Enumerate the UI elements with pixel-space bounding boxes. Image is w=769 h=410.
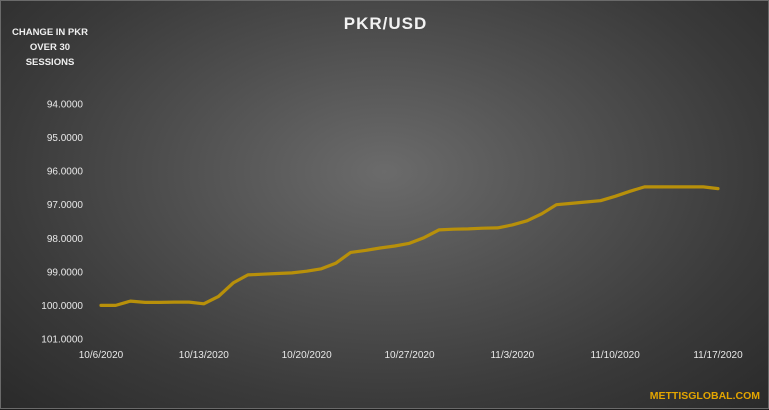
x-tick-label: 11/3/2020 [490,350,534,361]
data-point [599,199,602,202]
data-point [247,274,249,276]
data-point [643,186,646,188]
y-tick-label: 96.0000 [47,167,84,178]
data-point [364,249,367,252]
data-point [673,186,675,188]
data-point [658,186,661,188]
data-point [379,247,381,249]
data-point [335,262,337,264]
data-point [320,268,323,270]
y-tick-label: 97.0000 [47,200,84,211]
data-point [114,304,117,307]
data-point [217,295,220,298]
data-point [276,272,279,275]
data-point [423,236,425,239]
data-point [408,242,411,245]
x-tick-label: 10/27/2020 [384,350,434,361]
data-point [584,201,587,203]
data-point [188,301,190,303]
x-tick-label: 11/17/2020 [693,350,743,361]
data-point [614,195,616,198]
data-point [482,227,484,230]
data-point [717,187,719,190]
data-point [173,301,176,303]
y-tick-label: 95.0000 [47,133,84,144]
x-tick-label: 11/10/2020 [591,350,641,361]
data-point [467,228,470,230]
data-point [129,300,132,302]
data-point [540,212,543,215]
data-point [452,228,455,231]
data-point [291,272,293,274]
watermark: METTISGLOBAL.COM [649,390,760,402]
data-point [394,245,396,247]
x-tick-label: 10/13/2020 [179,350,229,361]
data-point [232,282,235,284]
chart-title: PKR/USD [343,14,428,33]
data-point [144,301,146,304]
data-point [702,186,705,188]
data-point [570,202,572,205]
y-tick-label: 94.0000 [47,100,84,111]
data-point [349,251,352,254]
data-point [511,224,514,226]
data-point [203,302,205,305]
chart-annotation: CHANGE IN PKR OVER 30 SESSIONS [11,27,88,68]
data-point [305,270,308,272]
y-tick-label: 100.0000 [41,301,83,312]
data-point [526,220,528,222]
data-point [629,190,631,193]
y-tick-label: 98.0000 [47,234,84,245]
data-point [438,229,440,231]
y-tick-label: 101.0000 [41,335,83,346]
y-tick-label: 99.0000 [47,267,84,278]
data-point [158,301,161,304]
data-point [100,304,102,307]
x-tick-label: 10/6/2020 [79,350,124,361]
data-point [261,273,264,276]
series-line [99,185,720,307]
data-point [555,203,558,206]
x-tick-label: 10/20/2020 [282,350,332,361]
data-point [496,227,499,229]
data-point [687,186,690,188]
